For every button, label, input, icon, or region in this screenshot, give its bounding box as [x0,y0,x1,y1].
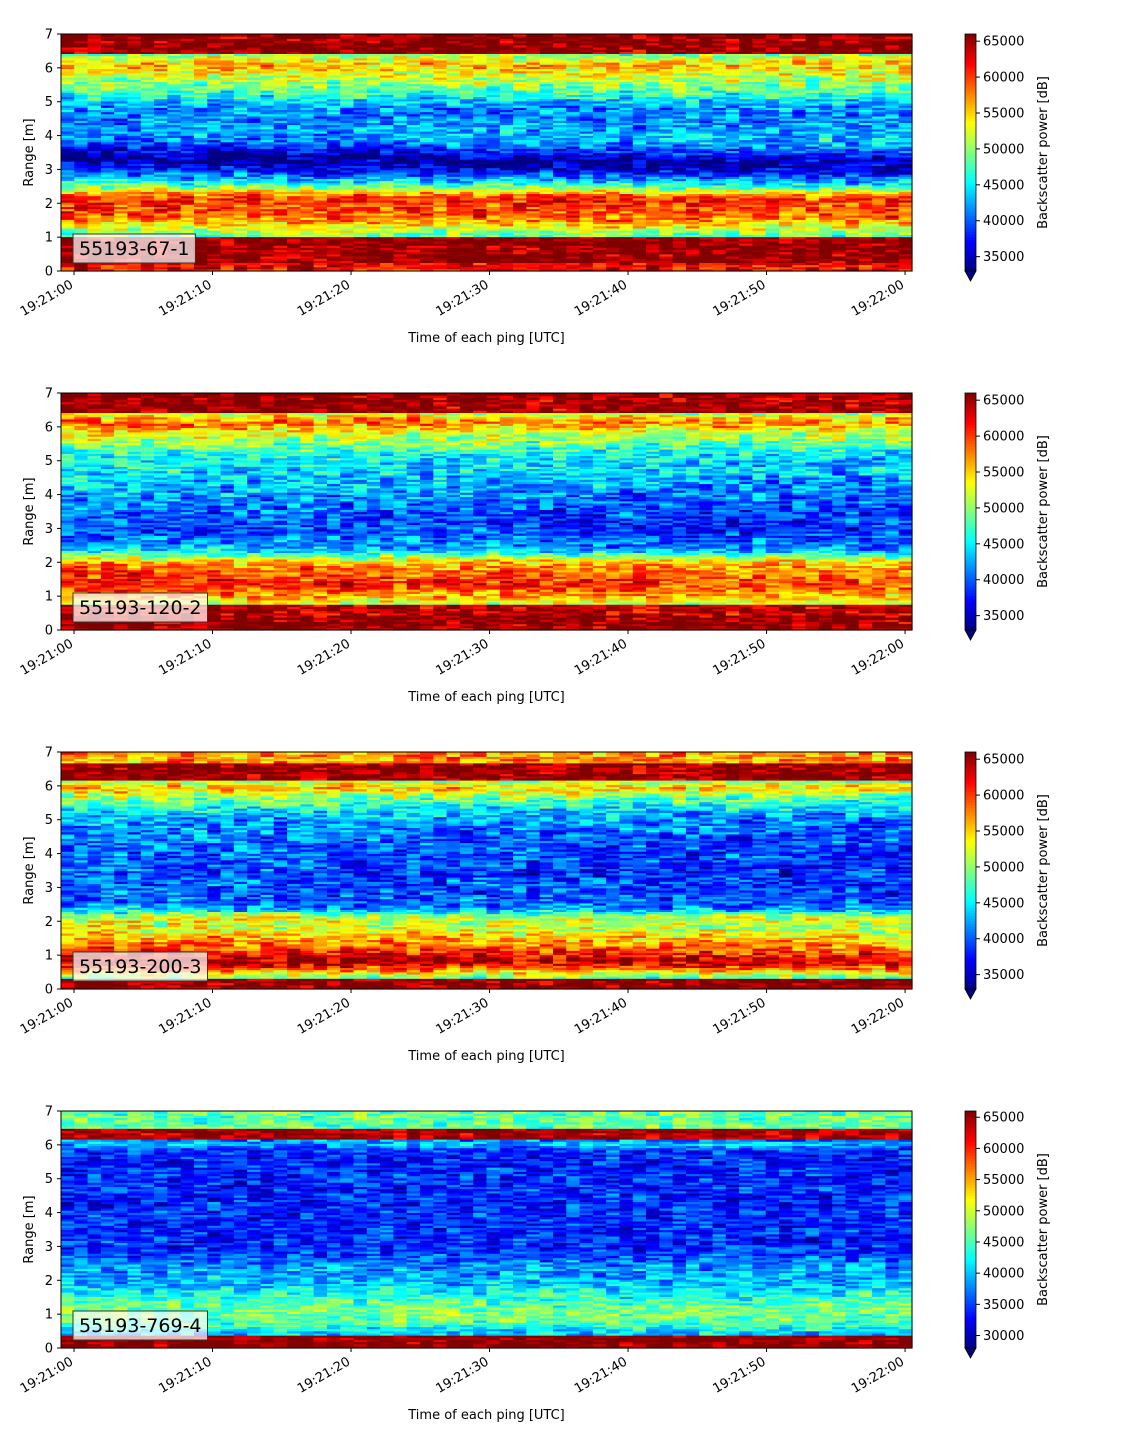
panel-1: 0123456719:21:00 19:21:10 19:21:20 19:21:30… [18,28,1051,347]
